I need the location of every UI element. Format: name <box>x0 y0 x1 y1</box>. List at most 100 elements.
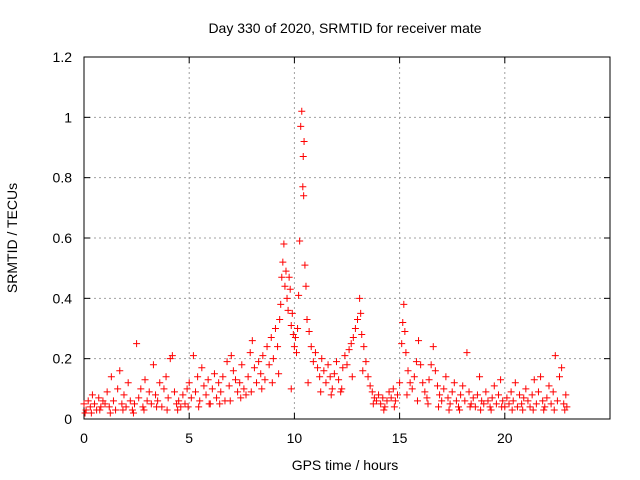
x-tick-label: 20 <box>497 430 513 446</box>
data-point <box>532 400 540 408</box>
data-point <box>261 376 269 384</box>
data-point <box>511 379 519 387</box>
data-point <box>257 370 265 378</box>
data-point <box>247 388 255 396</box>
data-point <box>234 388 242 396</box>
data-point <box>91 400 99 408</box>
data-point <box>324 361 332 369</box>
data-point <box>415 337 423 345</box>
data-point <box>314 364 322 372</box>
grid <box>84 57 610 419</box>
data-point <box>181 400 189 408</box>
data-point <box>529 406 537 414</box>
data-point <box>499 397 507 405</box>
x-tick-label: 15 <box>392 430 408 446</box>
data-point <box>516 391 524 399</box>
data-point <box>311 349 319 357</box>
data-point <box>537 373 545 381</box>
data-point <box>473 391 481 399</box>
data-point <box>467 400 475 408</box>
data-point <box>539 397 547 405</box>
data-point <box>133 340 141 348</box>
data-point <box>387 394 395 402</box>
data-point <box>508 406 516 414</box>
data-point <box>551 352 559 360</box>
data-point <box>417 361 425 369</box>
data-point <box>492 400 500 408</box>
data-point <box>351 325 359 332</box>
data-point <box>96 406 104 414</box>
data-point <box>237 394 245 402</box>
data-point <box>124 379 132 387</box>
data-point <box>80 400 88 408</box>
data-point <box>477 406 485 414</box>
data-point <box>389 385 397 393</box>
data-point <box>380 406 388 414</box>
data-point <box>119 406 127 414</box>
data-point <box>448 388 456 396</box>
data-point <box>484 397 492 405</box>
data-point <box>540 406 548 414</box>
data-point <box>283 294 291 302</box>
data-point <box>140 406 148 414</box>
y-tick-label: 0.6 <box>53 230 73 246</box>
data-point <box>147 400 155 408</box>
data-point <box>322 379 330 387</box>
data-point <box>160 385 168 393</box>
y-axis-label: SRMTID / TECUs <box>4 183 20 293</box>
data-point <box>299 183 307 191</box>
data-point <box>139 403 147 411</box>
data-point <box>129 409 137 417</box>
data-point <box>541 403 549 411</box>
data-point <box>427 361 435 369</box>
data-point <box>377 400 385 408</box>
data-point <box>236 379 244 387</box>
data-point <box>550 406 558 414</box>
data-point <box>86 403 94 411</box>
data-point <box>200 382 208 390</box>
data-point <box>354 315 362 323</box>
x-tick-label: 5 <box>185 430 193 446</box>
data-point <box>519 406 527 414</box>
data-point <box>423 394 431 402</box>
y-tick-label: 1 <box>64 109 72 125</box>
data-point <box>259 352 267 360</box>
data-point <box>381 403 389 411</box>
data-point <box>302 282 310 290</box>
data-point <box>369 400 377 408</box>
data-point <box>398 340 406 348</box>
data-point <box>242 391 250 399</box>
data-point <box>429 343 437 351</box>
data-point <box>143 397 151 405</box>
data-point <box>505 400 513 408</box>
data-point <box>402 349 410 357</box>
data-point <box>299 153 307 161</box>
data-point <box>327 391 335 399</box>
data-point <box>356 294 364 302</box>
data-point <box>291 334 299 342</box>
data-point <box>107 373 115 381</box>
data-point <box>114 385 122 393</box>
data-point <box>194 373 202 381</box>
data-point <box>204 376 212 384</box>
data-point <box>163 406 171 414</box>
data-point <box>164 394 172 402</box>
data-point <box>184 403 192 411</box>
data-point <box>128 406 136 414</box>
data-point <box>223 358 231 366</box>
data-point <box>558 364 566 372</box>
data-point <box>265 361 273 369</box>
data-point <box>296 237 304 245</box>
data-point <box>335 376 343 384</box>
data-point <box>486 403 494 411</box>
data-point <box>225 382 233 390</box>
data-point <box>520 394 528 402</box>
data-point <box>141 376 149 384</box>
data-point <box>300 192 308 200</box>
data-point <box>122 403 130 411</box>
data-point <box>318 355 326 363</box>
data-point <box>400 300 408 308</box>
data-point <box>425 376 433 384</box>
data-point <box>103 388 111 396</box>
data-point <box>297 122 305 130</box>
